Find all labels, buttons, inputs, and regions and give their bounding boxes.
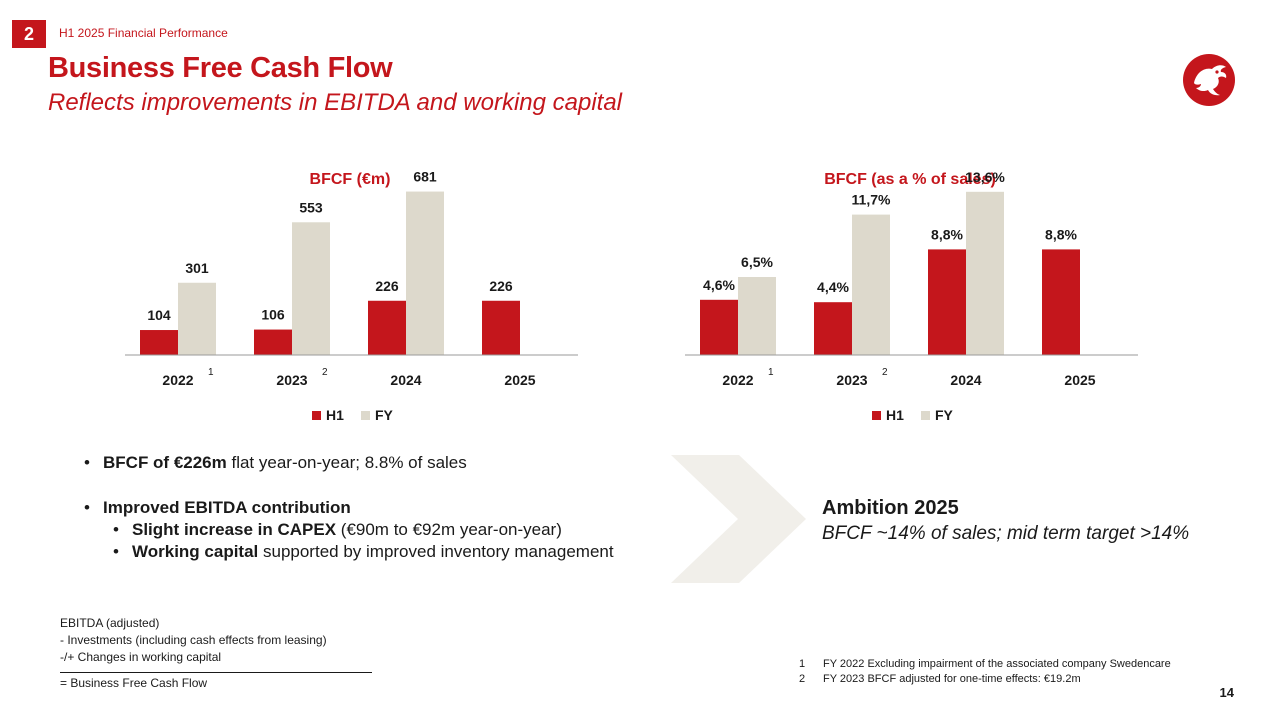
chart-title: BFCF (as a % of sales) xyxy=(824,171,996,188)
sub-bullet-capex-text: (€90m to €92m year-on-year) xyxy=(336,520,562,539)
data-label-fy-2023: 11,7% xyxy=(852,192,891,208)
legend-swatch-fy xyxy=(361,411,370,420)
bar-h1-2024 xyxy=(368,300,406,355)
data-label-h1-2023: 106 xyxy=(261,307,285,323)
data-label-fy-2023: 553 xyxy=(299,199,323,215)
x-tick-2022: 2022 xyxy=(162,372,193,388)
bar-fy-2024 xyxy=(966,191,1004,355)
x-tick-footnote-2023: 2 xyxy=(882,367,888,378)
sub-bullet-wc-bold: Working capital xyxy=(132,542,259,561)
x-tick-2023: 2023 xyxy=(276,372,307,388)
data-label-fy-2022: 301 xyxy=(185,260,209,276)
data-label-fy-2024: 681 xyxy=(413,169,437,185)
page-subtitle: Reflects improvements in EBITDA and work… xyxy=(48,89,623,116)
legend-label-h1: H1 xyxy=(886,407,904,423)
bar-h1-2023 xyxy=(814,302,852,355)
footnote-2-text: FY 2023 BFCF adjusted for one-time effec… xyxy=(823,673,1081,685)
bar-h1-2025 xyxy=(1042,249,1080,355)
footnote-1-text: FY 2022 Excluding impairment of the asso… xyxy=(823,658,1171,670)
data-label-h1-2023: 4,4% xyxy=(817,279,849,295)
legend-swatch-fy xyxy=(921,411,930,420)
sub-bullet-capex: Slight increase in CAPEX (€90m to €92m y… xyxy=(84,519,614,541)
bar-fy-2022 xyxy=(178,282,216,355)
ambition-text: BFCF ~14% of sales; mid term target >14% xyxy=(822,523,1190,544)
bar-fy-2023 xyxy=(852,214,890,355)
chart-bfcf-percent: BFCF (as a % of sales) 4,6% 6,5% 2022 1 4,4% 1… xyxy=(660,160,1140,440)
x-tick-footnote-2023: 2 xyxy=(322,367,328,378)
formula-result: = Business Free Cash Flow xyxy=(60,672,372,692)
legend-swatch-h1 xyxy=(312,411,321,420)
key-points-list: BFCF of €226m flat year-on-year; 8.8% of… xyxy=(84,452,614,563)
bullet-bfcf-bold: BFCF of €226m xyxy=(103,453,227,472)
x-tick-footnote-2022: 1 xyxy=(768,367,774,378)
formula-line-working-capital: -/+ Changes in working capital xyxy=(60,650,222,664)
formula-line-investments: - Investments (including cash effects fr… xyxy=(60,633,327,647)
bullet-ebitda-bold: Improved EBITDA contribution xyxy=(103,498,351,517)
data-label-h1-2024: 8,8% xyxy=(931,226,963,242)
bullet-ebitda: Improved EBITDA contribution xyxy=(84,497,614,519)
bar-fy-2023 xyxy=(292,222,330,355)
page-number: 14 xyxy=(1219,685,1234,700)
legend-label-h1: H1 xyxy=(326,407,344,423)
sub-bullet-capex-bold: Slight increase in CAPEX xyxy=(132,520,337,539)
bfcf-formula: EBITDA (adjusted) - Investments (includi… xyxy=(60,615,372,692)
x-tick-2025: 2025 xyxy=(504,372,535,388)
footnotes: 1 FY 2022 Excluding impairment of the ass… xyxy=(799,657,1171,687)
data-label-fy-2024: 13,6% xyxy=(965,169,1005,185)
data-label-h1-2022: 104 xyxy=(147,307,171,323)
bar-h1-2025 xyxy=(482,300,520,355)
chart-bfcf-eur: BFCF (€m) 104 301 2022 1 106 553 2023 2 226 681 202… xyxy=(100,160,580,440)
bar-h1-2023 xyxy=(254,329,292,355)
sub-bullet-working-capital: Working capital supported by improved in… xyxy=(84,541,614,563)
bar-h1-2022 xyxy=(140,330,178,355)
legend-label-fy: FY xyxy=(935,407,954,423)
chevron-right-icon xyxy=(671,455,806,583)
chart-bfcf-eur-svg: BFCF (€m) 104 301 2022 1 106 553 2023 2 226 681 202… xyxy=(125,169,578,423)
ambition-heading: Ambition 2025 xyxy=(822,497,959,519)
section-number-badge: 2 xyxy=(12,20,46,48)
data-label-h1-2024: 226 xyxy=(375,278,399,294)
x-tick-2024: 2024 xyxy=(950,372,981,388)
bar-h1-2022 xyxy=(700,299,738,355)
x-tick-2022: 2022 xyxy=(722,372,753,388)
x-tick-2023: 2023 xyxy=(836,372,867,388)
chart-title: BFCF (€m) xyxy=(310,171,391,188)
footnote-2: 2 FY 2023 BFCF adjusted for one-time effe… xyxy=(799,672,1171,687)
bar-fy-2022 xyxy=(738,277,776,355)
footnote-1: 1 FY 2022 Excluding impairment of the ass… xyxy=(799,657,1171,672)
x-tick-footnote-2022: 1 xyxy=(208,367,214,378)
bullet-bfcf-text: flat year-on-year; 8.8% of sales xyxy=(226,453,467,472)
legend-swatch-h1 xyxy=(872,411,881,420)
dragon-logo-icon xyxy=(1182,53,1236,107)
data-label-fy-2022: 6,5% xyxy=(741,254,773,270)
sub-bullet-wc-text: supported by improved inventory manageme… xyxy=(258,542,614,561)
x-tick-2025: 2025 xyxy=(1064,372,1095,388)
chart-bfcf-percent-svg: BFCF (as a % of sales) 4,6% 6,5% 2022 1 4,4% 1… xyxy=(685,169,1138,423)
page-title: Business Free Cash Flow xyxy=(48,52,393,84)
formula-line-ebitda: EBITDA (adjusted) xyxy=(60,616,160,630)
legend-label-fy: FY xyxy=(375,407,394,423)
bullet-bfcf: BFCF of €226m flat year-on-year; 8.8% of… xyxy=(84,452,614,474)
x-tick-2024: 2024 xyxy=(390,372,421,388)
ambition-box: Ambition 2025 BFCF ~14% of sales; mid te… xyxy=(822,497,1189,545)
footnote-2-number: 2 xyxy=(799,673,806,685)
bar-fy-2024 xyxy=(406,191,444,355)
data-label-h1-2025: 8,8% xyxy=(1045,226,1077,242)
section-label: H1 2025 Financial Performance xyxy=(59,26,228,40)
data-label-h1-2025: 226 xyxy=(489,278,513,294)
data-label-h1-2022: 4,6% xyxy=(703,277,735,293)
footnote-1-number: 1 xyxy=(799,658,806,670)
bar-h1-2024 xyxy=(928,249,966,355)
